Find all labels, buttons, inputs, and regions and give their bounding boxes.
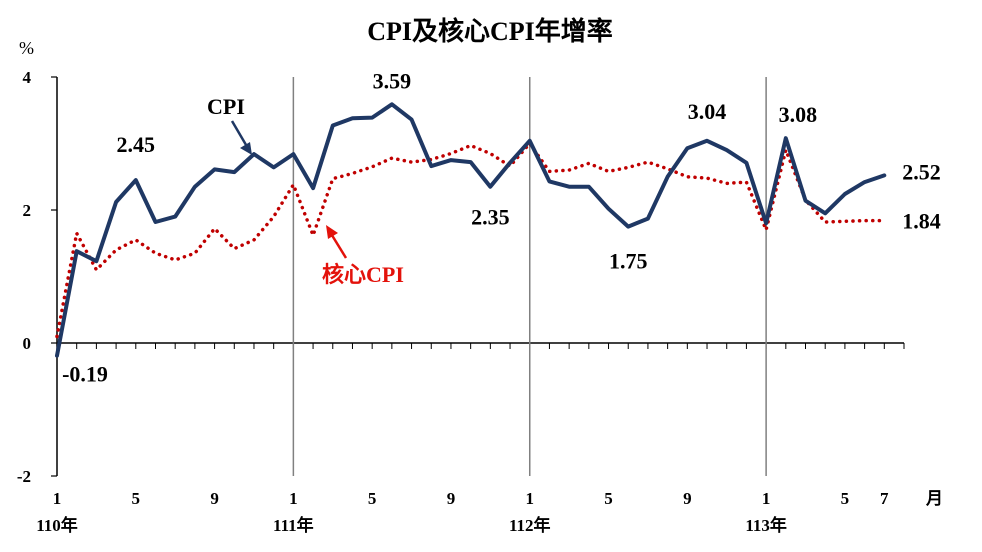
y-tick-label: 4	[23, 68, 32, 87]
year-label: 110年	[36, 515, 78, 535]
series-layer	[55, 102, 887, 358]
cpi-callout-label: CPI	[207, 94, 245, 119]
data-label: 1.75	[609, 249, 648, 274]
cpi-series-line	[55, 102, 887, 358]
x-tick-label: 1	[525, 489, 534, 508]
data-label: 1.84	[902, 209, 941, 234]
x-tick-label: 7	[880, 489, 889, 508]
year-label: 113年	[745, 515, 787, 535]
x-tick-label: 1	[762, 489, 771, 508]
data-label: 2.35	[471, 205, 510, 230]
axes: 4 2 0 -2 1 5 9 1 5 9 1 5 9 1 5 7 110年 111年 112年 113年	[17, 68, 905, 535]
y-tick-label: -2	[17, 467, 31, 486]
year-label: 111年	[273, 515, 314, 535]
data-label: 2.45	[117, 132, 156, 157]
x-tick-label: 1	[289, 489, 298, 508]
data-label: 2.52	[902, 159, 941, 184]
x-tick-label: 9	[210, 489, 219, 508]
x-tick-label: 5	[604, 489, 613, 508]
callout-layer: CPI 核心CPI	[207, 94, 404, 287]
y-tick-label: 2	[23, 201, 32, 220]
core-cpi-callout-arrowhead	[326, 225, 338, 239]
x-tick-label: 1	[53, 489, 62, 508]
core-cpi-callout-label: 核心CPI	[322, 262, 404, 287]
core-cpi-series-line	[55, 141, 887, 339]
x-tick-label: 5	[841, 489, 850, 508]
x-axis-unit: 月	[925, 489, 943, 508]
core-cpi-callout-arrow	[328, 231, 348, 259]
y-axis-unit: %	[19, 38, 34, 58]
data-label: 3.59	[373, 68, 412, 93]
x-tick-label: 9	[683, 489, 692, 508]
chart-title: CPI及核心CPI年增率	[367, 16, 613, 46]
year-label: 112年	[509, 515, 551, 535]
cpi-callout-arrowhead	[240, 142, 252, 155]
data-label: -0.19	[62, 362, 108, 387]
data-label-layer: -0.19 2.45 3.59 2.35 1.75 3.04 3.08 2.52 1.84	[62, 68, 941, 386]
x-tick-label: 5	[368, 489, 377, 508]
y-tick-label: 0	[23, 334, 32, 353]
data-label: 3.08	[779, 102, 818, 127]
x-tick-label: 9	[447, 489, 456, 508]
x-tick-label: 5	[132, 489, 141, 508]
data-label: 3.04	[688, 99, 727, 124]
